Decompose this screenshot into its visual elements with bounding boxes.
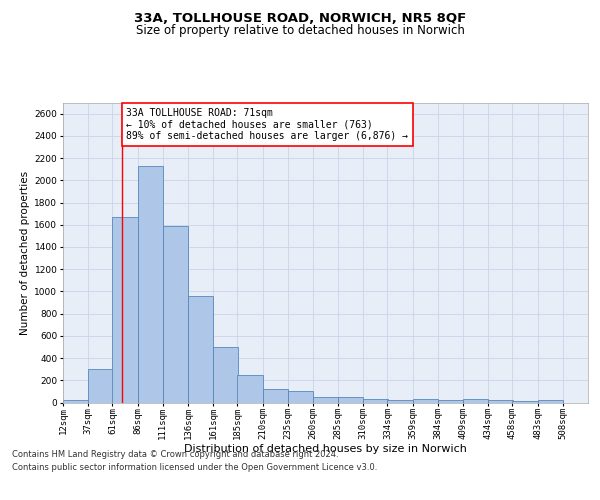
- Bar: [112, 217, 137, 402]
- Bar: [137, 166, 163, 402]
- Bar: [63, 400, 88, 402]
- Text: 33A, TOLLHOUSE ROAD, NORWICH, NR5 8QF: 33A, TOLLHOUSE ROAD, NORWICH, NR5 8QF: [134, 12, 466, 26]
- Bar: [213, 347, 238, 403]
- Y-axis label: Number of detached properties: Number of detached properties: [20, 170, 30, 334]
- Bar: [438, 400, 463, 402]
- Bar: [263, 388, 288, 402]
- Bar: [288, 392, 313, 402]
- Bar: [163, 226, 188, 402]
- Text: Contains HM Land Registry data © Crown copyright and database right 2024.: Contains HM Land Registry data © Crown c…: [12, 450, 338, 459]
- Bar: [188, 296, 213, 403]
- Bar: [338, 397, 363, 402]
- Bar: [463, 399, 488, 402]
- X-axis label: Distribution of detached houses by size in Norwich: Distribution of detached houses by size …: [184, 444, 467, 454]
- Text: Contains public sector information licensed under the Open Government Licence v3: Contains public sector information licen…: [12, 462, 377, 471]
- Bar: [388, 400, 413, 402]
- Bar: [538, 400, 563, 402]
- Bar: [363, 398, 388, 402]
- Bar: [488, 400, 514, 402]
- Bar: [413, 399, 438, 402]
- Bar: [238, 374, 263, 402]
- Bar: [313, 397, 338, 402]
- Text: 33A TOLLHOUSE ROAD: 71sqm
← 10% of detached houses are smaller (763)
89% of semi: 33A TOLLHOUSE ROAD: 71sqm ← 10% of detac…: [127, 108, 409, 142]
- Text: Size of property relative to detached houses in Norwich: Size of property relative to detached ho…: [136, 24, 464, 37]
- Bar: [88, 369, 113, 402]
